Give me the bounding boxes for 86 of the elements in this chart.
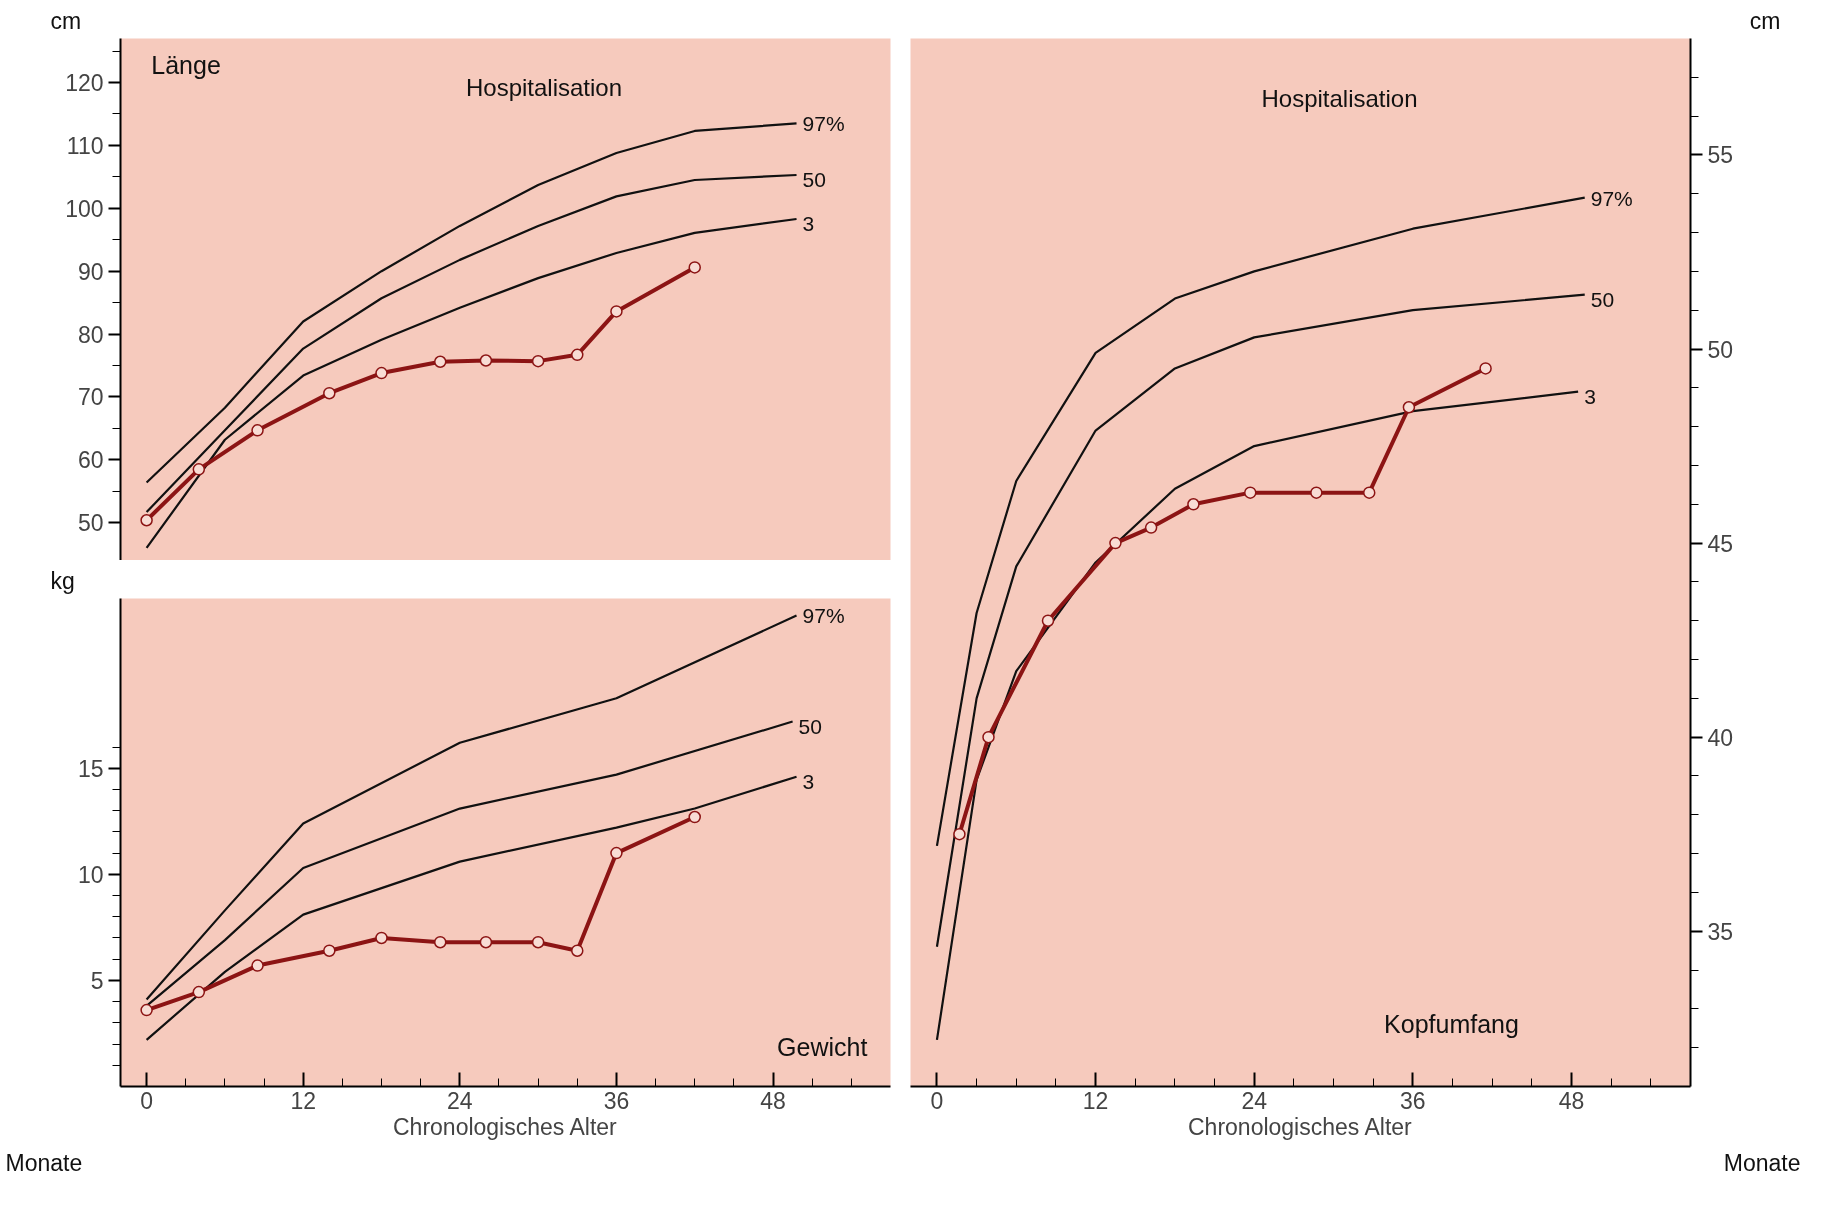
line-series [935,196,1586,847]
point [1109,536,1122,550]
point [688,810,701,824]
y-tick-label: 60 [77,447,104,474]
point [323,386,336,400]
y-axis-title: cm [1749,7,1781,34]
x-tick-label: 36 [1400,1087,1426,1114]
y-tick-label: 90 [77,258,104,285]
point [1187,498,1200,511]
point [140,514,153,527]
point [375,366,388,380]
line-series [935,293,1586,948]
point [610,846,623,860]
y-tick-label: 100 [65,195,104,222]
y-tick-label: 50 [1707,336,1734,363]
point [571,348,584,362]
text: Kopfumfang [1384,1009,1519,1038]
x-tick-label: 36 [603,1087,630,1114]
point [1244,486,1257,499]
x-tick-label: 12 [1082,1087,1109,1114]
text: Gewicht [777,1033,868,1062]
point [1479,362,1492,375]
point [1402,401,1416,414]
series-label: 97% [1590,186,1633,210]
line-series [145,122,798,484]
x-tick-label: 48 [1558,1087,1585,1114]
point [531,354,545,368]
series-label: 3 [802,769,815,793]
point [192,985,206,999]
series-label: 50 [1590,287,1615,311]
point [434,355,447,368]
y-tick-label: 35 [1707,918,1734,945]
x-tick-label: 24 [447,1087,473,1114]
y-tick-label: 110 [66,132,104,159]
y-tick-label: 5 [90,967,104,994]
annotation: Hospitalisation [1261,84,1418,112]
y-axis-title: cm [50,7,82,34]
point [1144,521,1158,534]
point [610,305,623,318]
series-label: 97% [802,604,845,628]
point [479,935,493,949]
point [531,935,545,949]
point [192,463,206,476]
x-axis-title: Chronologisches Alter [393,1113,618,1140]
line-series [145,614,798,1001]
series-label: 97% [802,112,845,136]
y-axis-title: kg [50,567,75,594]
text: Monate [1723,1149,1801,1176]
series-label: 3 [1584,384,1596,408]
point [1041,614,1055,627]
point [375,931,388,945]
point [982,730,995,744]
point [251,959,264,972]
series-label: 50 [798,714,822,738]
series-label: 50 [802,167,826,191]
x-tick-label: 48 [760,1087,786,1114]
x-tick-label: 0 [140,1087,153,1114]
point [688,261,701,274]
y-tick-label: 15 [77,755,104,782]
point [140,1003,153,1017]
point [1363,486,1376,499]
annotation: Hospitalisation [465,74,623,102]
point [479,354,493,367]
point [571,944,584,957]
y-tick-label: 50 [77,510,104,537]
x-tick-label: 24 [1241,1087,1268,1114]
point [251,424,264,437]
point [953,827,966,841]
x-tick-label: 0 [930,1087,944,1114]
y-tick-label: 120 [65,70,104,97]
text: Monate [5,1149,83,1176]
series-label: 3 [802,212,815,235]
text: Länge [151,50,221,79]
y-tick-label: 70 [77,384,104,411]
x-tick-label: 12 [290,1087,317,1114]
y-tick-label: 80 [77,321,104,348]
y-tick-label: 55 [1707,142,1734,169]
x-axis-title: Chronologisches Alter [1188,1113,1413,1140]
y-tick-label: 45 [1707,530,1734,557]
y-tick-label: 10 [77,861,104,888]
line-series [145,217,798,550]
y-tick-label: 40 [1707,724,1734,751]
point [323,944,336,957]
point [434,935,447,949]
line-series [935,390,1580,1042]
point [1310,486,1323,499]
